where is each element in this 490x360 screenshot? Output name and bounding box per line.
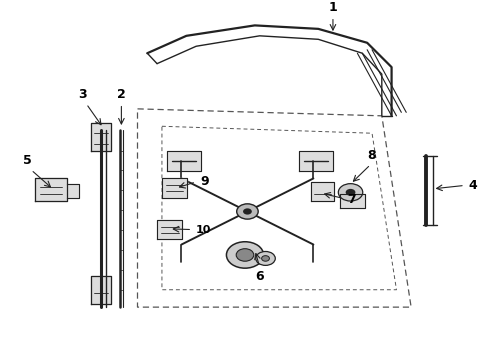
Polygon shape: [35, 179, 67, 201]
Text: 3: 3: [78, 88, 87, 101]
Circle shape: [236, 249, 254, 261]
Circle shape: [262, 256, 270, 261]
Circle shape: [237, 204, 258, 219]
Text: 4: 4: [469, 179, 478, 192]
Text: 8: 8: [368, 149, 376, 162]
Text: 1: 1: [329, 1, 337, 14]
Polygon shape: [311, 182, 334, 201]
Text: 2: 2: [117, 88, 126, 101]
Polygon shape: [91, 123, 111, 150]
Polygon shape: [340, 194, 365, 208]
Polygon shape: [299, 150, 333, 171]
Polygon shape: [157, 220, 182, 239]
Circle shape: [243, 208, 252, 215]
Text: 7: 7: [347, 193, 356, 206]
Text: 6: 6: [255, 270, 264, 283]
Polygon shape: [167, 150, 201, 171]
Circle shape: [256, 252, 275, 265]
Text: 5: 5: [23, 154, 32, 167]
Circle shape: [226, 242, 264, 268]
Polygon shape: [67, 184, 79, 198]
Circle shape: [338, 184, 363, 201]
Text: 10: 10: [196, 225, 212, 235]
Text: 9: 9: [200, 175, 209, 188]
Polygon shape: [91, 276, 111, 303]
Circle shape: [345, 189, 355, 196]
Polygon shape: [162, 179, 187, 198]
